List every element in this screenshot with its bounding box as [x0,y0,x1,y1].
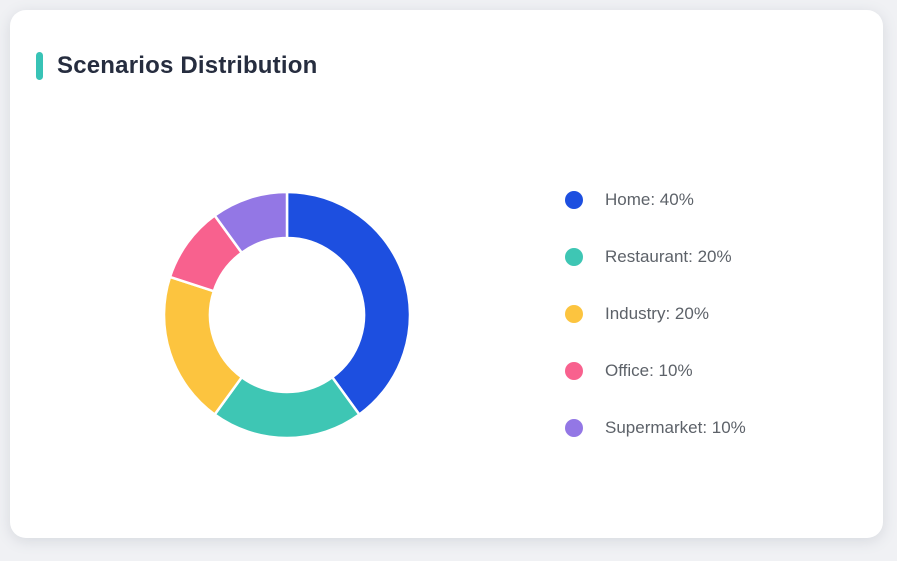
card-title: Scenarios Distribution [57,52,318,79]
legend-item-office[interactable]: Office: 10% [565,361,746,381]
legend-item-home[interactable]: Home: 40% [565,190,746,210]
donut-chart [162,190,412,440]
card-header: Scenarios Distribution [36,52,317,80]
legend-label-home: Home: 40% [605,190,694,209]
donut-segment-home[interactable] [285,190,412,416]
title-accent-bar [36,52,43,80]
donut-segment-supermarket[interactable] [213,190,289,254]
legend-label-supermarket: Supermarket: 10% [605,418,746,437]
legend-dot-supermarket [565,419,583,437]
legend-label-restaurant: Restaurant: 20% [605,247,732,266]
chart-legend: Home: 40% Restaurant: 20% Industry: 20% Off… [565,190,746,475]
legend-label-office: Office: 10% [605,361,693,380]
legend-dot-restaurant [565,248,583,266]
legend-dot-industry [565,305,583,323]
legend-dot-office [565,362,583,380]
legend-label-industry: Industry: 20% [605,304,709,323]
scenarios-distribution-card: Scenarios Distribution Home: 40% Restaura… [10,10,883,538]
legend-dot-home [565,191,583,209]
legend-item-restaurant[interactable]: Restaurant: 20% [565,247,746,267]
donut-segment-industry[interactable] [162,275,243,416]
legend-item-industry[interactable]: Industry: 20% [565,304,746,324]
legend-item-supermarket[interactable]: Supermarket: 10% [565,418,746,438]
